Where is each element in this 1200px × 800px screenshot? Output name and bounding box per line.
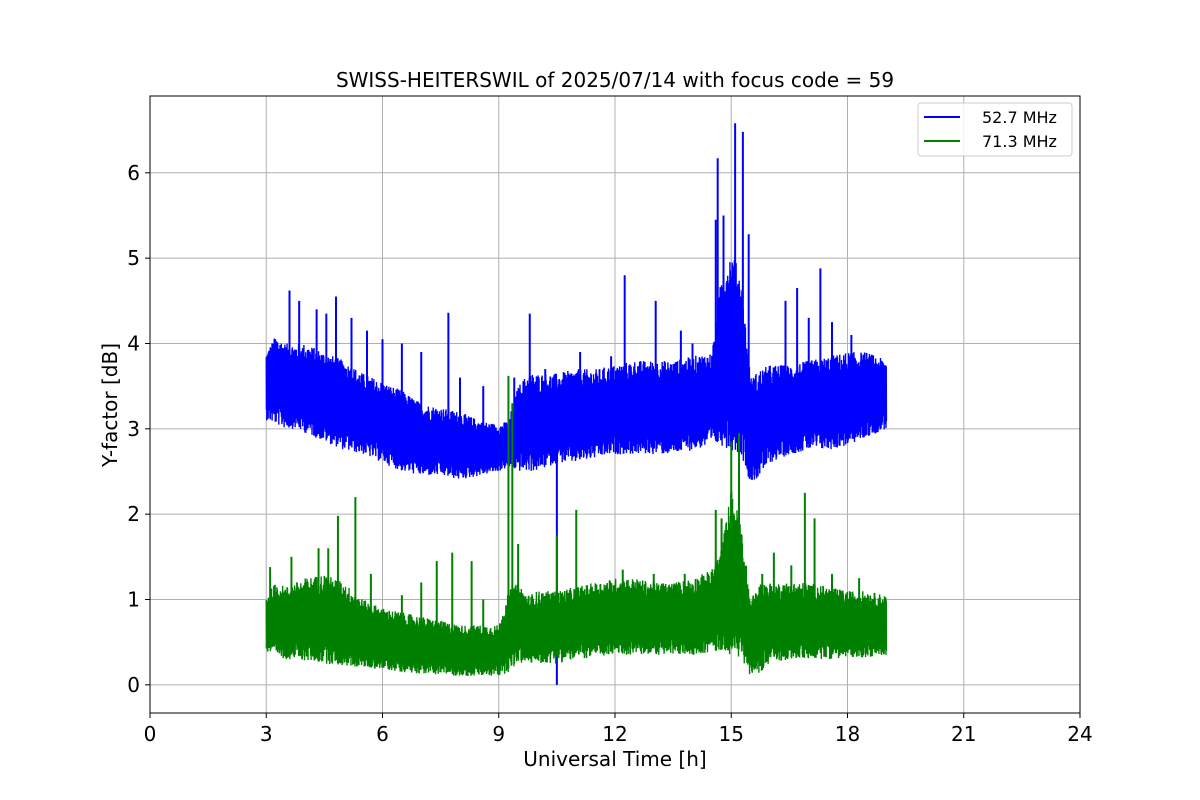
- plot-area: [265, 123, 888, 685]
- series-1: [265, 375, 888, 676]
- series-trace: [265, 260, 888, 480]
- legend-label-52mhz: 52.7 MHz: [982, 108, 1057, 127]
- y-tick-label: 1: [127, 587, 140, 611]
- x-tick-label: 15: [719, 722, 744, 746]
- x-axis-label: Universal Time [h]: [523, 747, 706, 771]
- y-tick-label: 4: [127, 331, 140, 355]
- y-tick-label: 0: [127, 673, 140, 697]
- y-tick-label: 6: [127, 161, 140, 185]
- x-tick-label: 3: [260, 722, 273, 746]
- y-axis-label: Y-factor [dB]: [98, 343, 122, 468]
- x-tick-label: 0: [144, 722, 157, 746]
- legend-label-71mhz: 71.3 MHz: [982, 132, 1057, 151]
- x-tick-label: 21: [951, 722, 976, 746]
- legend: 52.7 MHz 71.3 MHz: [917, 102, 1073, 157]
- y-tick-label: 3: [127, 417, 140, 441]
- y-tick-label: 5: [127, 246, 140, 270]
- y-tick-label: 2: [127, 502, 140, 526]
- chart-title: SWISS-HEITERSWIL of 2025/07/14 with focu…: [336, 68, 894, 92]
- x-tick-label: 9: [492, 722, 505, 746]
- x-tick-label: 18: [835, 722, 860, 746]
- x-tick-label: 6: [376, 722, 389, 746]
- series-0: [265, 123, 888, 685]
- x-tick-label: 12: [602, 722, 627, 746]
- x-tick-label: 24: [1067, 722, 1092, 746]
